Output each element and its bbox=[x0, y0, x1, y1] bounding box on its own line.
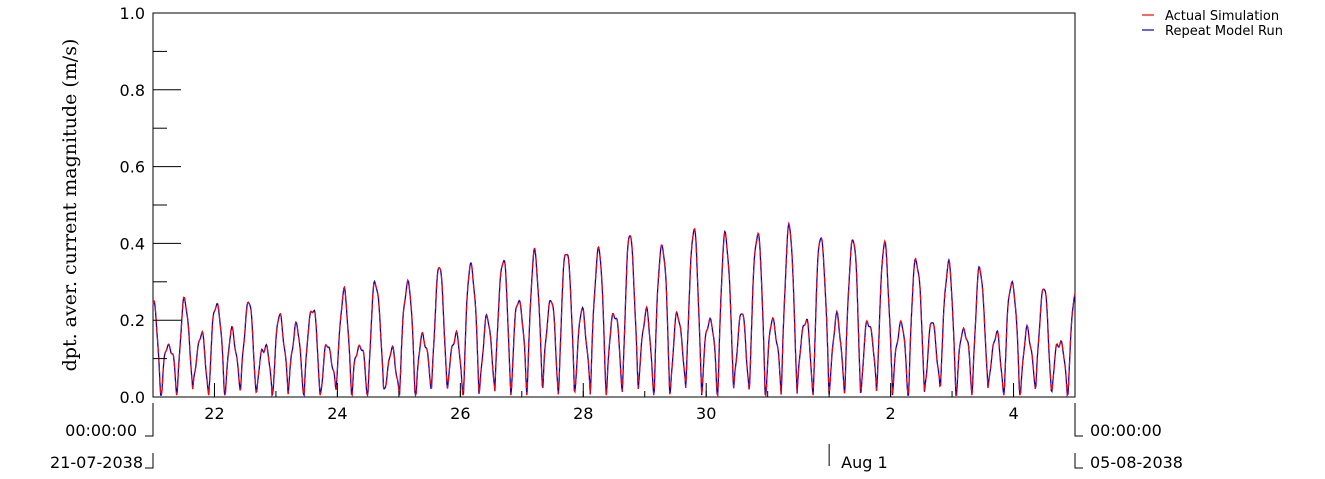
start-date-label: 21-07-2038 bbox=[50, 453, 143, 472]
start-bracket bbox=[145, 403, 154, 469]
y-axis-label: dpt. aver. current magnitude (m/s) bbox=[59, 39, 81, 372]
x-tick-label: 30 bbox=[696, 404, 716, 423]
legend-label-repeat: Repeat Model Run bbox=[1165, 24, 1283, 39]
x-tick-label: 26 bbox=[450, 404, 470, 423]
plot-frame bbox=[152, 12, 1076, 398]
start-time-label: 00:00:00 bbox=[65, 421, 137, 440]
x-tick-label: 28 bbox=[573, 404, 593, 423]
y-axis: 0.0 0.2 0.4 0.6 0.8 1.0 bbox=[120, 4, 181, 407]
legend: Actual Simulation Repeat Model Run bbox=[1142, 9, 1283, 39]
x-tick-label: 24 bbox=[327, 404, 347, 423]
y-tick-label: 0.4 bbox=[120, 234, 145, 253]
series-layer bbox=[152, 221, 1076, 398]
legend-label-actual: Actual Simulation bbox=[1165, 9, 1279, 24]
series-line-repeat-model-run bbox=[152, 221, 1076, 398]
plot-area bbox=[152, 12, 1076, 398]
y-tick-label: 0.6 bbox=[120, 158, 145, 177]
series-line-actual-simulation bbox=[152, 221, 1076, 398]
x-tick-label: 22 bbox=[204, 404, 224, 423]
y-tick-label: 0.2 bbox=[120, 311, 145, 330]
y-tick-label: 1.0 bbox=[120, 4, 145, 23]
end-time-label: 00:00:00 bbox=[1090, 421, 1162, 440]
end-date-label: 05-08-2038 bbox=[1090, 453, 1183, 472]
month-marker-label: Aug 1 bbox=[841, 453, 888, 472]
x-tick-label: 4 bbox=[1008, 404, 1018, 423]
y-tick-label: 0.0 bbox=[120, 388, 145, 407]
x-tick-label: 2 bbox=[886, 404, 896, 423]
y-tick-label: 0.8 bbox=[120, 81, 145, 100]
end-bracket bbox=[1074, 403, 1083, 469]
x-axis: 22 24 26 28 30 2 4 bbox=[204, 383, 1019, 423]
